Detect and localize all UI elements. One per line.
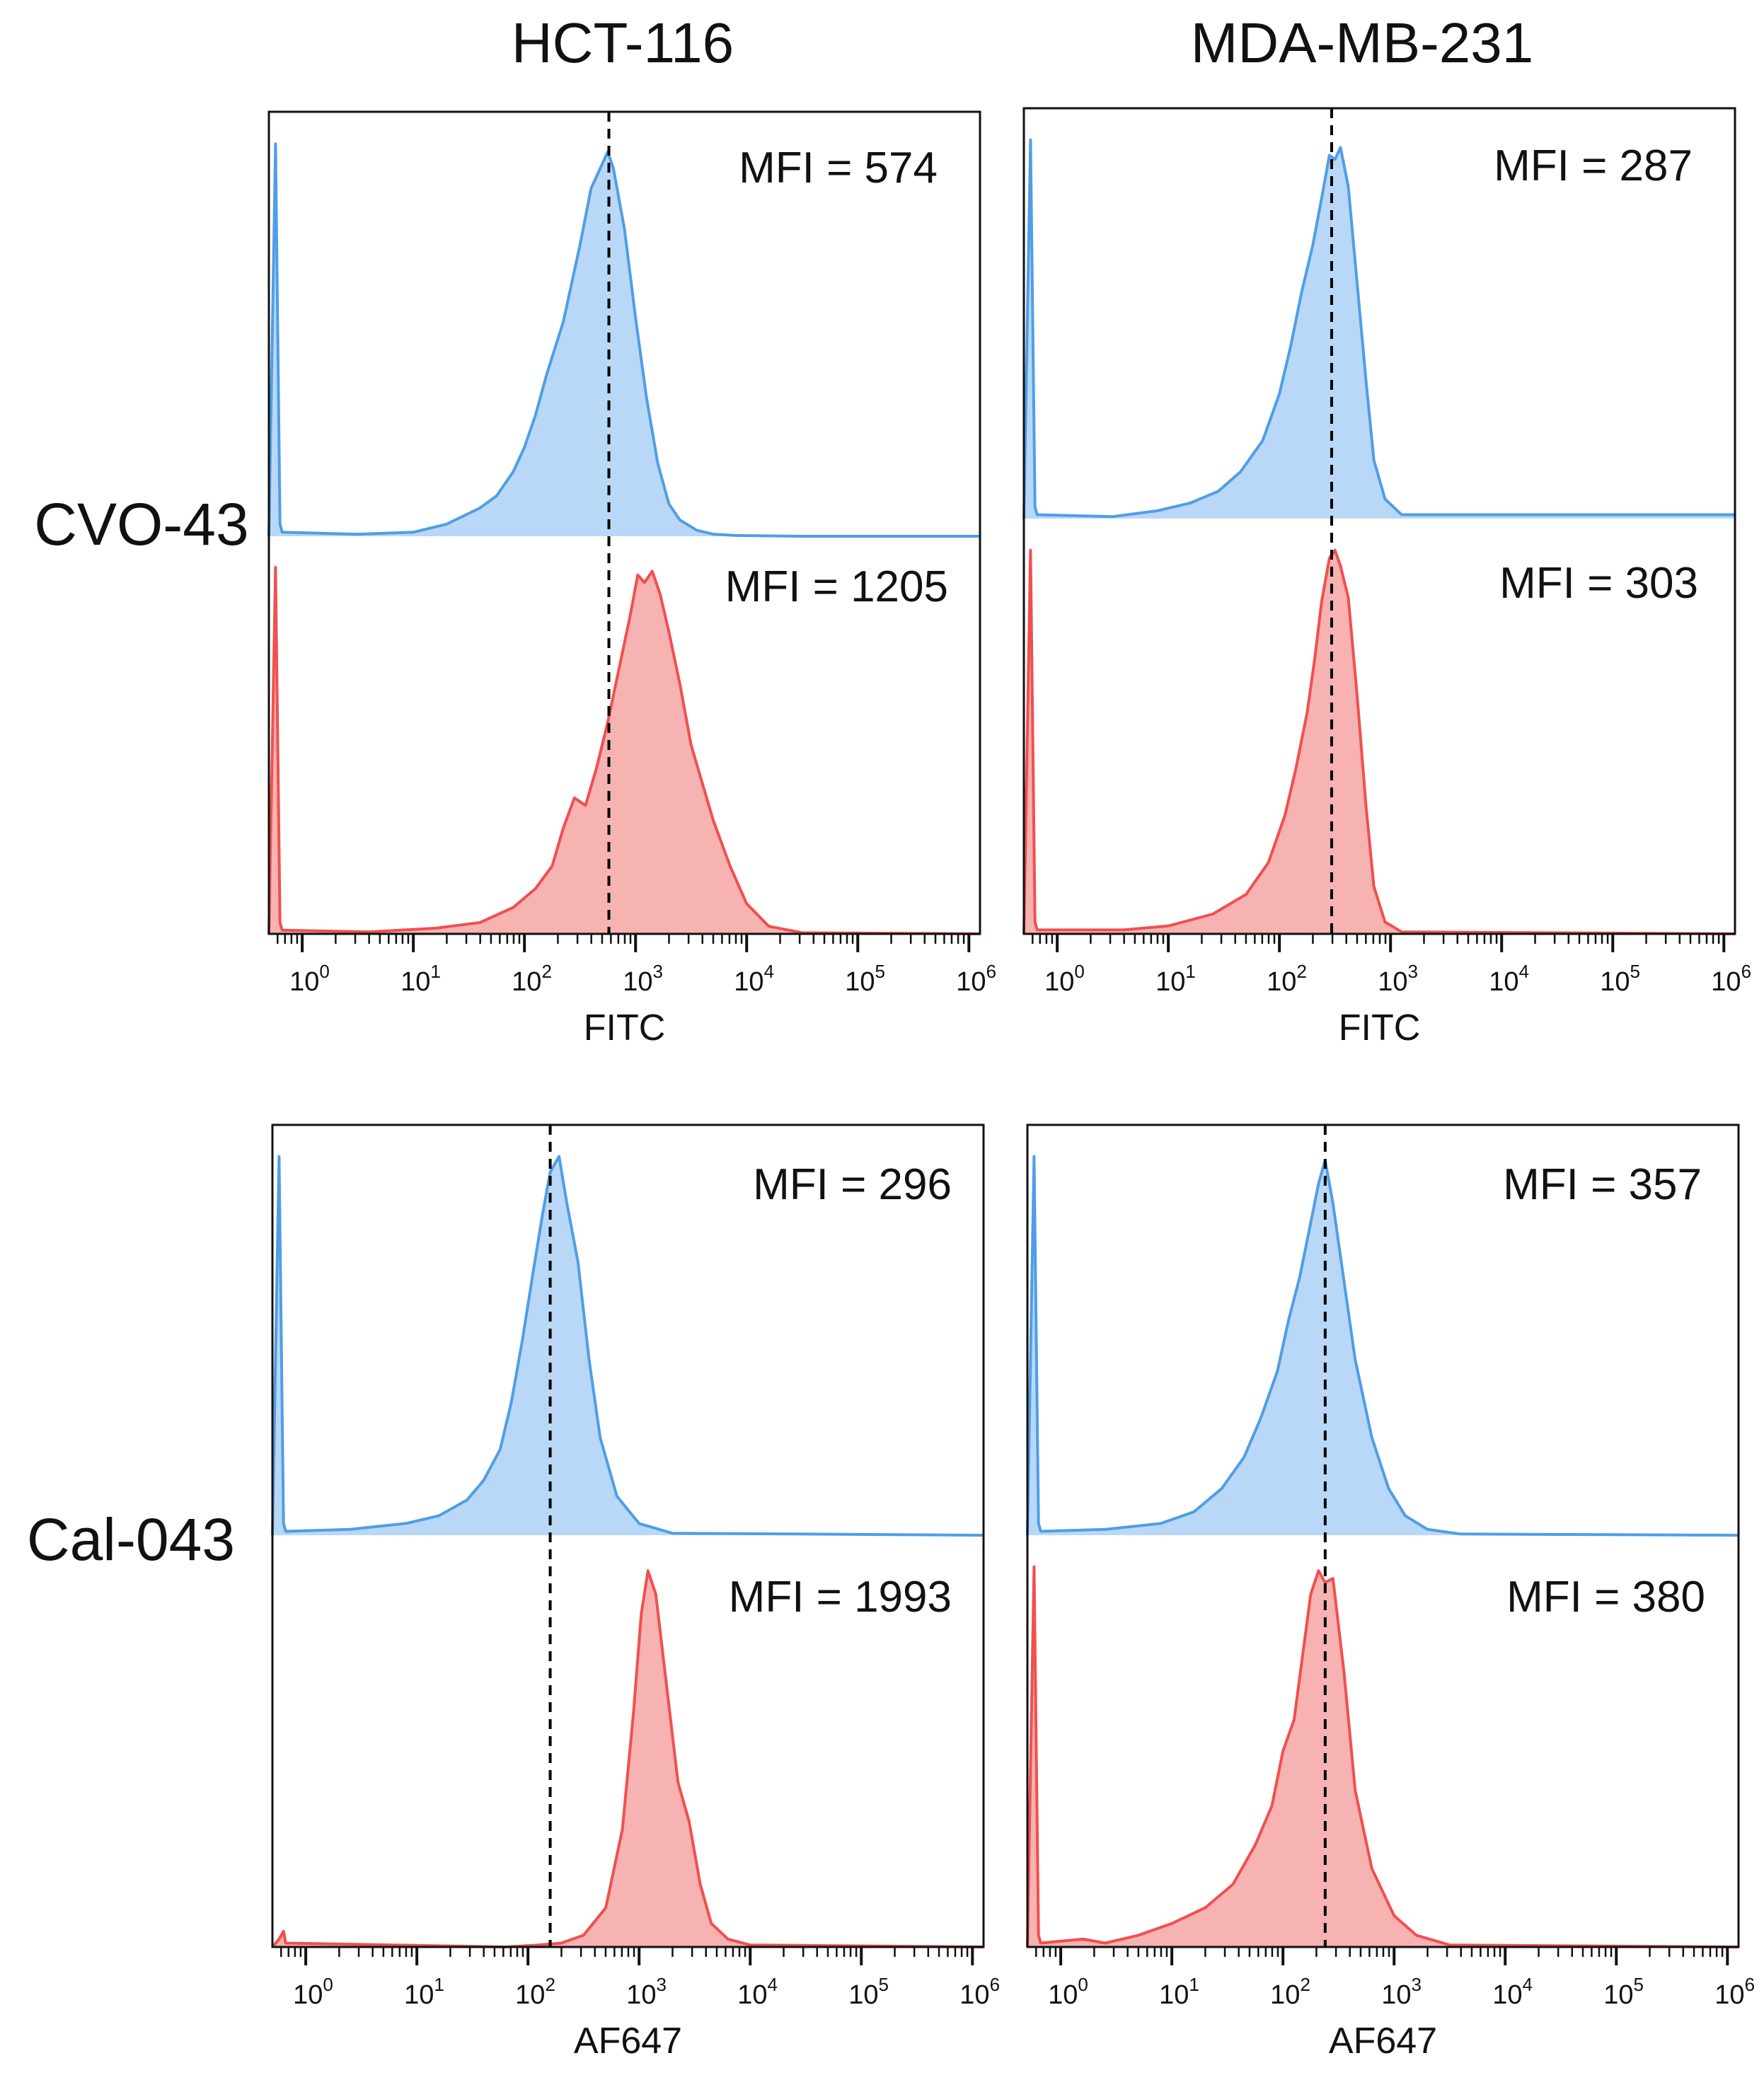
column-title-mda-mb-231: MDA-MB-231: [1191, 11, 1534, 74]
tick-label: 101: [404, 1974, 444, 2010]
x-axis-label: FITC: [584, 1007, 666, 1048]
tick-label: 104: [1489, 961, 1529, 997]
treated-histogram-line: [1022, 548, 1736, 935]
treated-mfi-label: MFI = 380: [1506, 1573, 1705, 1622]
treated-histogram-fill: [272, 1571, 984, 1947]
control-histogram-fill: [269, 144, 980, 536]
tick-label: 104: [1492, 1974, 1533, 2010]
tick-label: 103: [626, 1974, 667, 2010]
tick-label: 102: [1267, 961, 1307, 997]
tick-label: 101: [400, 961, 441, 997]
tick-label: 101: [1159, 1974, 1199, 2010]
treated-histogram-line: [271, 1569, 984, 1948]
tick-label: 106: [956, 961, 996, 997]
x-axis-label: FITC: [1339, 1007, 1421, 1048]
tick-label: 101: [1155, 961, 1196, 997]
tick-label: 100: [1048, 1974, 1088, 2010]
treated-histogram-fill: [269, 567, 980, 934]
tick-label: 102: [1270, 1974, 1310, 2010]
treated-mfi-label: MFI = 1993: [729, 1573, 952, 1622]
column-title-hct116: HCT-116: [512, 11, 734, 74]
plot-frame: [1022, 107, 1736, 935]
treated-histogram-line: [1026, 1565, 1739, 1948]
treated-histogram-line: [267, 566, 981, 935]
treated-mfi-label: MFI = 1205: [725, 562, 948, 611]
tick-label: 102: [515, 1974, 555, 2010]
control-histogram-line: [1022, 138, 1735, 519]
row-title-cvo43: CVO-43: [34, 491, 248, 557]
control-histogram-line: [267, 142, 980, 538]
row-title-cal043: Cal-043: [27, 1506, 235, 1573]
control-mfi-label: MFI = 574: [739, 144, 938, 192]
tick-label: 102: [512, 961, 552, 997]
panel-cal043-hct116: MFI = 296 MFI = 1993 100 101 102 103 104 105 106…: [271, 1123, 1000, 2062]
control-histogram-line: [271, 1155, 984, 1537]
tick-label: 106: [1711, 961, 1751, 997]
treated-mfi-label: MFI = 303: [1499, 559, 1698, 608]
tick-label: 105: [848, 1974, 889, 2010]
tick-label: 103: [1381, 1974, 1422, 2010]
tick-label: 100: [293, 1974, 333, 2010]
tick-label: 106: [959, 1974, 1000, 2010]
x-axis-label: AF647: [1329, 2021, 1437, 2062]
control-mfi-label: MFI = 357: [1503, 1160, 1702, 1209]
panel-cal043-mda-mb-231: MFI = 357 MFI = 380 100 101 102 103 104 105 106 A…: [1026, 1123, 1755, 2062]
tick-label: 105: [1600, 961, 1640, 997]
tick-label: 104: [734, 961, 774, 997]
x-axis-label: AF647: [574, 2021, 682, 2062]
panel-cvo43-mda-mb-231: MFI = 287 MFI = 303 100 101 102 103 104 105 106 F…: [1022, 107, 1751, 1048]
tick-label: 103: [623, 961, 663, 997]
control-mfi-label: MFI = 287: [1494, 141, 1693, 190]
control-histogram-line: [1026, 1155, 1739, 1537]
tick-label: 103: [1378, 961, 1418, 997]
tick-label: 100: [289, 961, 330, 997]
tick-label: 106: [1714, 1974, 1755, 2010]
tick-label: 105: [845, 961, 885, 997]
tick-label: 100: [1044, 961, 1085, 997]
control-mfi-label: MFI = 296: [753, 1160, 952, 1209]
panel-cvo43-hct116: MFI = 574 MFI = 1205 100 101 102 103 104 105 106…: [267, 110, 996, 1048]
tick-label: 104: [737, 1974, 778, 2010]
tick-label: 105: [1603, 1974, 1644, 2010]
